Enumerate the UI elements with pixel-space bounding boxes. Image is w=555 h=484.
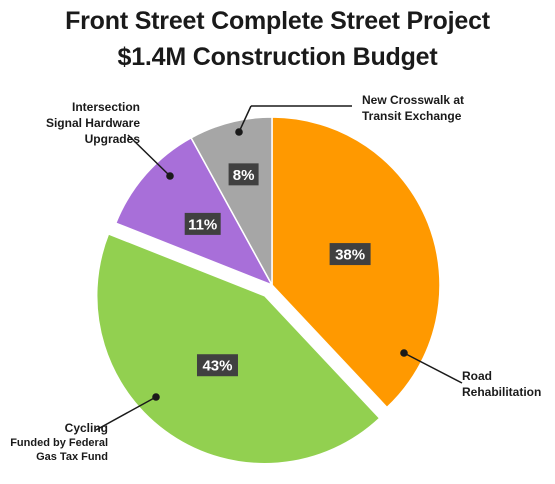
pct-label-box-1	[196, 354, 238, 377]
label-intersection-line-2: Upgrades	[85, 132, 141, 146]
pct-label-1: 43%	[202, 358, 232, 375]
leader-crosswalk	[238, 105, 252, 133]
label-cycling-line-1: Funded by Federal	[10, 437, 108, 449]
leader-crosswalk-dot	[235, 128, 243, 136]
pct-label-2: 11%	[188, 216, 217, 233]
leader-road-dot	[400, 349, 408, 357]
pie-slice-1	[95, 232, 381, 465]
pie-slice-2	[114, 136, 274, 287]
label-intersection-line-0: Intersection	[72, 100, 140, 114]
leader-road	[403, 352, 463, 384]
pct-label-box-3	[228, 163, 259, 186]
leader-cycling-dot	[152, 393, 160, 401]
leader-intersection-dot	[166, 172, 174, 180]
label-crosswalk-line-1: Transit Exchange	[362, 109, 462, 123]
label-crosswalk-line-0: New Crosswalk at	[362, 93, 464, 107]
pct-label-box-0	[329, 243, 371, 266]
pct-label-0: 38%	[335, 247, 365, 264]
chart-title: Front Street Complete Street Project	[65, 7, 490, 35]
label-road-line-0: Road	[462, 369, 492, 383]
label-cycling-line-2: Gas Tax Fund	[36, 451, 108, 463]
label-road-line-1: Rehabilitation	[462, 385, 541, 399]
chart-subtitle: $1.4M Construction Budget	[117, 43, 438, 71]
leader-intersection	[127, 134, 171, 177]
leader-cycling	[95, 396, 157, 431]
pct-label-box-2	[184, 212, 221, 235]
pct-label-3: 8%	[233, 167, 255, 184]
label-cycling-line-0: Cycling	[65, 421, 108, 435]
pie-slice-3	[190, 116, 273, 286]
label-intersection-line-1: Signal Hardware	[46, 116, 140, 130]
